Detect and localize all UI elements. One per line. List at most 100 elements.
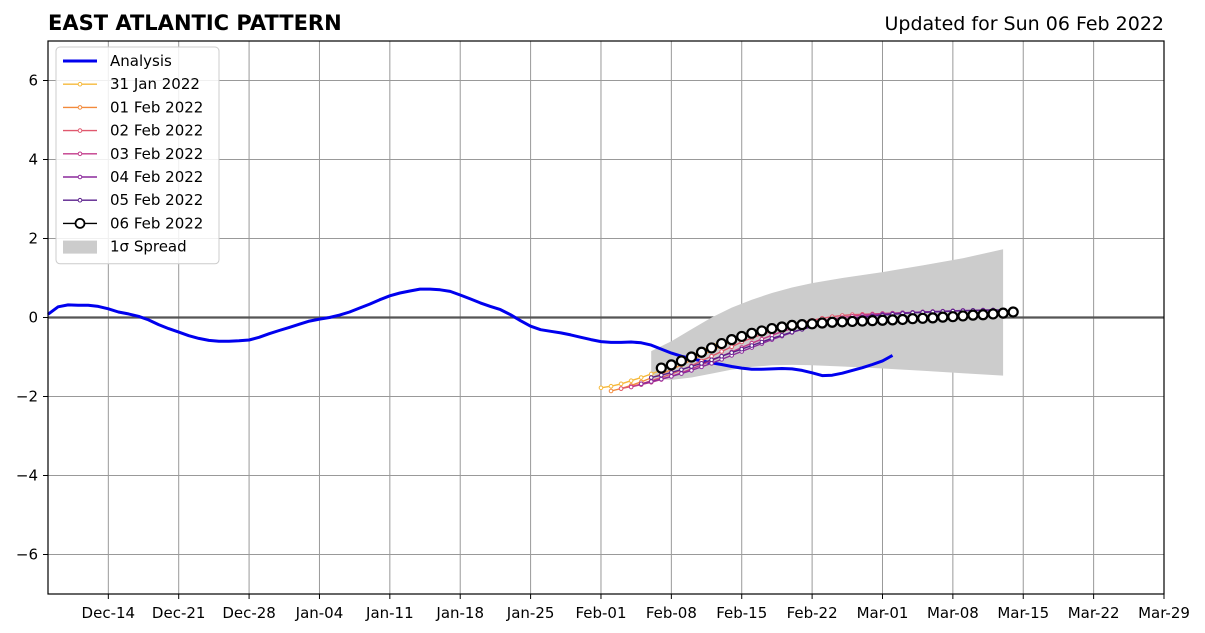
data-point xyxy=(896,313,909,326)
legend-entry-01-feb-2022: 01 Feb 2022 xyxy=(63,98,203,116)
data-point xyxy=(719,349,724,354)
data-point xyxy=(665,359,677,371)
data-point xyxy=(769,336,775,341)
data-point xyxy=(816,317,828,329)
data-point xyxy=(705,342,718,354)
legend-entry-02-feb-2022: 02 Feb 2022 xyxy=(63,122,203,140)
data-point xyxy=(699,361,704,366)
data-point xyxy=(967,309,979,321)
data-point xyxy=(836,316,848,328)
y-tick-label: 4 xyxy=(28,151,38,169)
legend-entry-analysis: Analysis xyxy=(63,52,172,70)
data-point xyxy=(689,368,694,373)
data-point xyxy=(655,362,667,374)
legend-entry-31-jan-2022: 31 Jan 2022 xyxy=(63,75,200,93)
series-06-feb-2022 xyxy=(655,306,1019,374)
legend-marker xyxy=(77,151,83,157)
legend-label: Analysis xyxy=(110,52,172,70)
data-point xyxy=(796,319,808,331)
legend-label: 02 Feb 2022 xyxy=(110,122,203,140)
data-point xyxy=(709,357,714,363)
data-point xyxy=(917,312,929,324)
legend-entry-04-feb-2022: 04 Feb 2022 xyxy=(63,168,203,186)
legend-label: 1σ Spread xyxy=(110,238,187,256)
series-analysis xyxy=(47,287,894,378)
data-point xyxy=(886,314,899,326)
data-point xyxy=(658,372,664,378)
x-tick-label: Mar-29 xyxy=(1138,604,1190,622)
data-point xyxy=(846,315,858,328)
x-tick-label: Jan-11 xyxy=(365,604,414,622)
x-tick-label: Jan-18 xyxy=(435,604,484,622)
data-point xyxy=(739,346,745,352)
data-point xyxy=(716,337,728,350)
data-point xyxy=(628,384,634,390)
data-point xyxy=(957,310,969,322)
chart-title: EAST ATLANTIC PATTERN xyxy=(48,11,342,35)
x-tick-label: Jan-25 xyxy=(506,604,555,622)
x-tick-label: Mar-08 xyxy=(927,604,979,622)
x-tick-label: Feb-01 xyxy=(575,604,626,622)
x-tick-label: Feb-15 xyxy=(716,604,767,622)
data-point xyxy=(876,314,889,326)
y-tick-label: 2 xyxy=(28,230,38,248)
data-point xyxy=(726,334,738,346)
data-point xyxy=(779,332,785,338)
legend-label: 04 Feb 2022 xyxy=(110,168,203,186)
legend-label: 06 Feb 2022 xyxy=(110,214,203,232)
data-point xyxy=(628,378,634,384)
legend-swatch xyxy=(63,240,97,254)
y-tick-label: 6 xyxy=(28,72,38,90)
axes: Dec-14 Dec-21 Dec-28 Jan-04 Jan-11 Jan-18 Jan-… xyxy=(16,40,1190,622)
legend-marker xyxy=(77,128,83,133)
x-tick-label: Mar-15 xyxy=(997,604,1049,622)
series-line xyxy=(47,287,894,378)
data-point xyxy=(736,330,748,343)
data-point xyxy=(618,381,624,387)
x-tick-label: Mar-22 xyxy=(1068,604,1120,622)
data-point xyxy=(856,315,868,327)
x-tick-label: Feb-08 xyxy=(646,604,697,622)
data-point xyxy=(669,370,674,375)
legend-entry-03-feb-2022: 03 Feb 2022 xyxy=(63,145,203,163)
legend-label: 05 Feb 2022 xyxy=(110,191,203,209)
data-point xyxy=(608,388,614,394)
data-point xyxy=(1007,306,1019,318)
legend-box xyxy=(55,46,220,265)
data-point xyxy=(689,364,694,369)
data-point xyxy=(679,367,684,372)
data-point xyxy=(776,321,788,333)
series-lines xyxy=(47,287,1019,394)
data-point xyxy=(658,376,664,382)
data-point xyxy=(719,353,724,359)
data-point xyxy=(618,386,624,391)
y-tick-label: 0 xyxy=(28,309,38,327)
legend-marker xyxy=(77,197,83,203)
x-tick-label: Dec-14 xyxy=(82,604,136,622)
spread-band xyxy=(651,249,1004,380)
legend-entry-05-feb-2022: 05 Feb 2022 xyxy=(63,191,203,209)
legend-marker xyxy=(77,105,83,110)
y-tick-label: −6 xyxy=(16,546,38,564)
data-point xyxy=(997,307,1009,319)
legend-entry-06-feb-2022: 06 Feb 2022 xyxy=(63,214,203,232)
data-point xyxy=(598,385,604,391)
data-point xyxy=(746,327,758,339)
x-tick-label: Jan-04 xyxy=(295,604,344,622)
legend-label: 01 Feb 2022 xyxy=(110,98,203,116)
data-point xyxy=(766,322,778,335)
data-point xyxy=(638,375,644,380)
x-tick-label: Dec-21 xyxy=(152,604,206,622)
legend-marker xyxy=(77,81,83,87)
data-point xyxy=(987,308,999,320)
legend-entry-spread: 1σ Spread xyxy=(63,238,187,256)
plot-frame xyxy=(47,40,1165,595)
data-point xyxy=(685,351,698,363)
data-point xyxy=(977,309,989,321)
x-tick-label: Dec-28 xyxy=(222,604,276,622)
x-tick-label: Mar-01 xyxy=(857,604,909,622)
y-tick-label: −2 xyxy=(16,388,38,406)
data-point xyxy=(826,316,838,328)
data-point xyxy=(729,344,734,350)
data-point xyxy=(927,312,939,324)
